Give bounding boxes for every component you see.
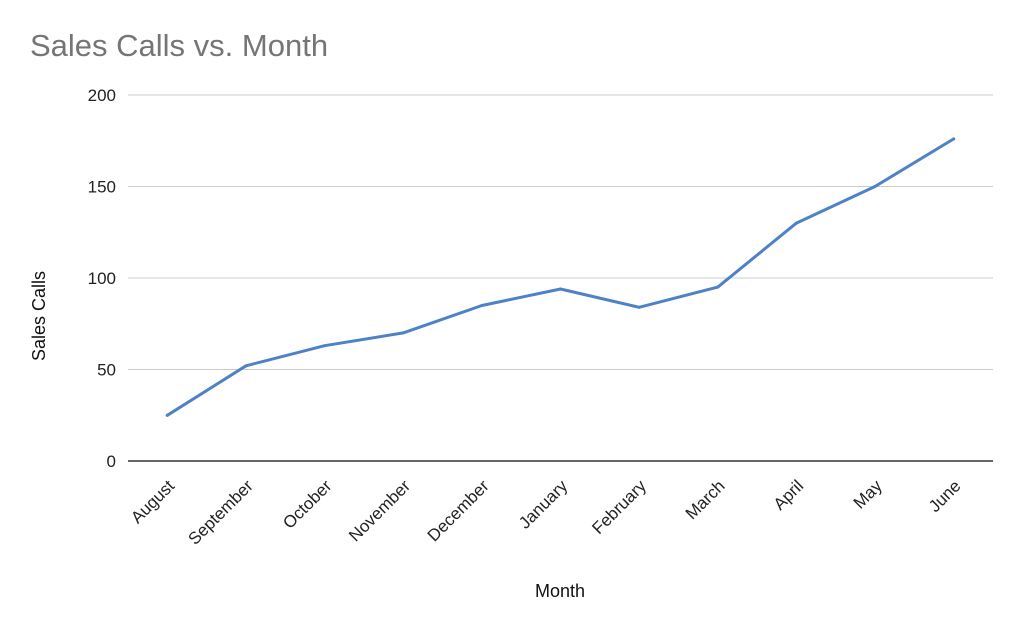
x-tick-label: February (588, 476, 650, 538)
y-tick-label: 100 (88, 269, 116, 288)
x-axis-ticks: August September October November December Ja… (127, 476, 964, 549)
data-point (559, 287, 562, 291)
x-tick-label: April (770, 476, 807, 513)
y-tick-label: 150 (88, 178, 116, 197)
data-point (716, 285, 720, 289)
x-tick-label: November (345, 476, 414, 545)
y-axis-label: Sales Calls (29, 271, 49, 361)
data-point (794, 221, 798, 225)
data-point (952, 137, 956, 141)
data-point (637, 305, 641, 309)
x-tick-label: December (424, 476, 493, 545)
data-point (401, 331, 405, 335)
x-tick-label: March (682, 476, 729, 523)
data-point (244, 364, 248, 368)
x-tick-label: May (850, 476, 886, 512)
data-point (873, 185, 877, 188)
chart-title: Sales Calls vs. Month (30, 28, 328, 63)
x-tick-label: October (279, 476, 335, 532)
data-point (323, 344, 327, 348)
x-tick-label: January (515, 476, 572, 533)
x-tick-label: June (925, 476, 965, 516)
y-tick-label: 0 (107, 452, 116, 471)
x-axis-label: Month (535, 581, 585, 601)
series-line (165, 137, 956, 417)
series-layer (165, 137, 956, 417)
y-tick-label: 50 (97, 361, 116, 380)
y-axis-ticks: 0 50 100 150 200 (88, 86, 116, 471)
gridlines (128, 94, 993, 370)
data-point (480, 303, 484, 307)
data-point (165, 413, 169, 417)
x-tick-label: August (127, 476, 178, 527)
y-tick-label: 200 (88, 86, 116, 105)
x-tick-label: September (185, 476, 257, 548)
